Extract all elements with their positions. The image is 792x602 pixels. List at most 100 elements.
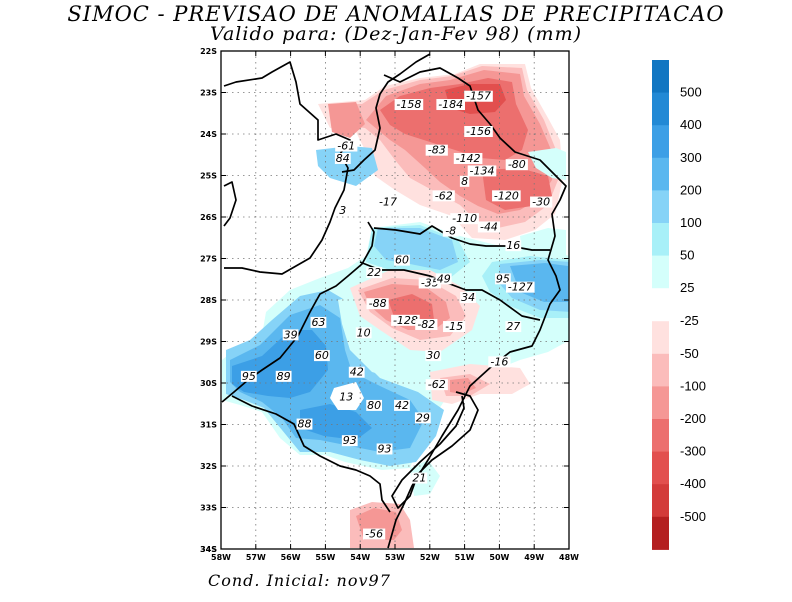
axis-ticks: 22S 23S 24S 25S 26S 27S 28S 29S 30S 31S 32S 33S 34S 3… [200, 47, 579, 562]
contour-label-bg [335, 140, 358, 152]
contour-label-bg [366, 267, 383, 279]
legend-swatch-positive [652, 223, 669, 257]
initial-condition-note: Cond. Inicial: nov97 [208, 571, 391, 590]
legend-label: -25 [680, 313, 699, 328]
map-title-line2: Valido para: (Dez-Jan-Fev 98) (mm) [209, 23, 582, 45]
contour-label-bg [415, 318, 438, 330]
contour-label-bg [460, 292, 476, 303]
contour-label: 80 [367, 399, 381, 412]
legend-label: -400 [680, 476, 706, 491]
contour-label: -156 [466, 125, 491, 138]
contour-label-bg [314, 350, 330, 362]
legend-label: -50 [680, 346, 699, 361]
contour-label: 42 [350, 366, 364, 379]
contour-label: -62 [428, 378, 446, 391]
contour-label: -128 [393, 314, 418, 327]
legend-label: -500 [680, 509, 706, 524]
contour-label-bg [366, 399, 383, 411]
contour-label-bg [453, 152, 483, 164]
lat-tick-label: 24S [200, 130, 217, 139]
contour-label-bg [338, 204, 348, 216]
contour-label-bg [355, 327, 372, 339]
contour-label-bg [394, 99, 424, 111]
legend-swatch-positive [652, 125, 669, 159]
contour-label: -30 [532, 196, 550, 209]
contour-label-bg [282, 329, 299, 341]
contour-label: -17 [379, 196, 397, 209]
contour-label: 3 [339, 204, 346, 217]
legend-swatch-positive [652, 255, 669, 289]
contour-label: -127 [508, 281, 533, 294]
neg-region-northwest [328, 102, 365, 138]
lon-tick-label: 55W [315, 553, 335, 562]
contour-label-bg [477, 221, 501, 233]
contour-label-bg [432, 190, 455, 202]
legend-swatch-positive [652, 92, 669, 126]
pos-region-west-core2 [300, 404, 372, 440]
contour-label: 10 [357, 326, 371, 339]
map-title-line1: SIMOC - PREVISAO DE ANOMALIAS DE PRECIPI… [67, 2, 725, 26]
sc-rs-border [359, 261, 541, 321]
contour-label-bg [418, 277, 441, 289]
legend-swatch-positive [652, 190, 669, 224]
lon-tick-label: 51W [455, 553, 475, 562]
legend-swatch-negative [652, 516, 669, 550]
legend-label: 300 [680, 150, 702, 165]
contour-label-bg [310, 316, 327, 328]
lat-tick-label: 30S [200, 379, 217, 388]
uruguay-border [231, 395, 391, 513]
contour-label: 27 [506, 320, 520, 333]
lat-tick-label: 28S [200, 296, 217, 305]
boundaries [221, 53, 567, 549]
contour-label: 93 [378, 442, 392, 455]
anomaly-shading [222, 64, 569, 548]
legend-swatch-positive [652, 157, 669, 191]
contour-label: -80 [508, 158, 526, 171]
legend-swatch-positive [652, 60, 669, 94]
contour-label-bg [505, 159, 528, 171]
lat-tick-label: 34S [200, 545, 217, 554]
contour-label: -61 [337, 140, 355, 153]
legend-label: 25 [680, 280, 694, 295]
contour-label-bg [459, 175, 470, 187]
coastline [383, 67, 567, 549]
neg-region-southeast-strong [450, 378, 476, 394]
contour-label-bg [492, 190, 521, 202]
contour-label-bg [464, 90, 493, 102]
contour-label: -56 [365, 528, 383, 541]
contour-label: -184 [438, 98, 463, 111]
contour-label-bg [334, 152, 351, 164]
lat-tick-label: 26S [200, 213, 217, 222]
legend-label: -100 [680, 378, 706, 393]
contour-label: 49 [437, 272, 451, 285]
contour-label-bg [275, 370, 292, 382]
contour-label: 60 [315, 349, 329, 362]
contour-label-bg [240, 370, 257, 382]
contour-label-bg [425, 350, 442, 362]
contour-label: -120 [494, 189, 519, 202]
contour-label: -16 [490, 355, 508, 368]
contour-label-bg [414, 412, 431, 424]
contour-label-bg [443, 321, 466, 333]
lon-tick-label: 53W [385, 553, 405, 562]
lon-tick-label: 56W [281, 553, 301, 562]
color-legend: 500 400 300 200 100 50 25 -25 -50 -100 -200 -300 -40… [652, 60, 706, 550]
contour-label: -157 [466, 90, 491, 103]
lat-tick-label: 33S [200, 504, 217, 513]
contour-label-bg [505, 240, 522, 252]
contour-label: 13 [339, 391, 353, 404]
contour-label: 8 [461, 175, 468, 188]
contour-label: -134 [470, 164, 495, 177]
lon-tick-label: 50W [489, 553, 509, 562]
legend-swatch-zero [652, 288, 669, 322]
contour-label: 22 [367, 266, 381, 279]
contour-label: 16 [506, 239, 520, 252]
contour-label-bg [391, 314, 420, 326]
contour-label: -158 [396, 98, 421, 111]
lat-tick-label: 23S [200, 89, 217, 98]
contour-label: 30 [426, 349, 440, 362]
contour-label-bg [411, 472, 428, 484]
contour-label-bg [341, 435, 358, 447]
contour-label: 34 [461, 291, 475, 304]
